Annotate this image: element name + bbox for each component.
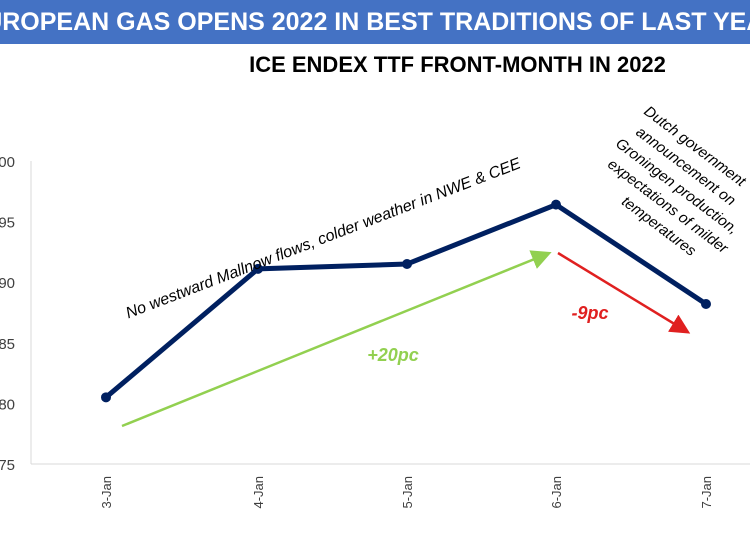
rise-annotation: No westward Mallnow flows, colder weathe… [124, 155, 524, 322]
headline-text: EUROPEAN GAS OPENS 2022 IN BEST TRADITIO… [0, 7, 750, 36]
headline-banner: EUROPEAN GAS OPENS 2022 IN BEST TRADITIO… [0, 0, 750, 44]
fall-arrow [557, 251, 691, 334]
y-tick-label: 100 [0, 154, 15, 171]
rise-percent-label: +20pc [367, 345, 419, 365]
data-point [701, 299, 711, 310]
data-point [402, 259, 412, 270]
y-tick-label: 80 [0, 396, 15, 413]
data-point [253, 263, 263, 274]
y-tick-label: 95 [0, 215, 15, 232]
x-tick-label: 3-Jan [99, 476, 114, 509]
x-tick-label: 5-Jan [400, 476, 415, 509]
y-tick-label: 75 [0, 457, 15, 474]
fall-percent-label: -9pc [571, 303, 608, 323]
y-tick-label: 85 [0, 336, 15, 353]
chart-title: ICE ENDEX TTF FRONT-MONTH IN 2022 [249, 52, 666, 77]
data-point [551, 199, 561, 210]
x-tick-label: 6-Jan [549, 476, 564, 509]
rise-arrow [121, 250, 552, 428]
x-tick-label: 4-Jan [251, 476, 266, 509]
x-tick-label: 7-Jan [699, 476, 714, 509]
series-line [104, 201, 708, 400]
data-point [101, 392, 111, 403]
y-tick-label: 90 [0, 275, 15, 292]
